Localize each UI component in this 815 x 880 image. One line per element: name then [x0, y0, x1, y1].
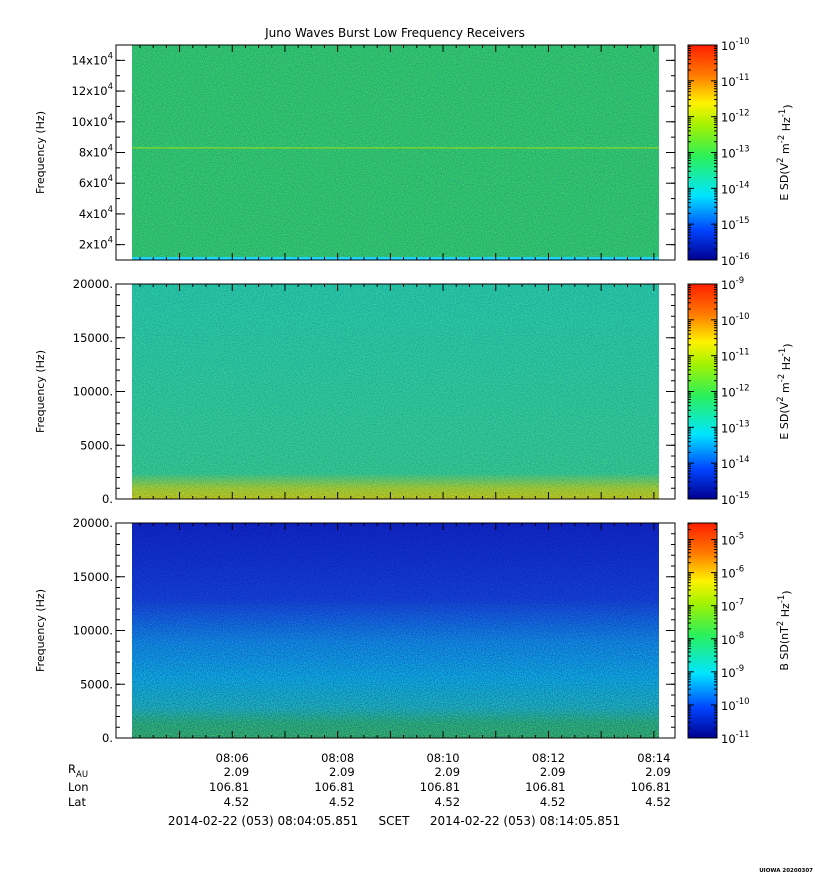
colorbar-tick-label: 10-7 [721, 598, 744, 614]
panel-middle: 0. 5000. 10000. 15000. 20000. Frequency (Hz) 1… [34, 276, 794, 507]
x-tick-label: 08:08 [321, 751, 354, 765]
x-tick-label: 08:06 [216, 751, 249, 765]
colorbar-label: E SD(V2 m-2 Hz-1) [776, 104, 794, 200]
colorbar-tick-label: 10-14 [721, 455, 750, 471]
colorbar-frame [687, 522, 718, 739]
colorbar-tick-label: 10-15 [721, 491, 750, 507]
ephemeris-row-label: RAU [68, 762, 88, 780]
y-tick-label: 0. [102, 492, 113, 506]
y-axis-label: Frequency (Hz) [34, 111, 47, 194]
colorbar-label: E SD(V2 m-2 Hz-1) [776, 343, 794, 439]
spectrogram-floor [132, 257, 659, 260]
credit-stamp: UIOWA 20200307 [759, 868, 813, 874]
colorbar-tick-label: 10-5 [721, 532, 744, 548]
ephemeris-value: 106.81 [209, 780, 249, 794]
ephemeris-value: 2.09 [329, 765, 355, 779]
y-tick-label: 15000. [73, 331, 113, 345]
colorbar-tick-label: 10-12 [721, 384, 750, 400]
ephemeris-value: 4.52 [434, 795, 460, 809]
y-tick-label: 8x104 [79, 144, 113, 160]
y-tick-label: 20000. [73, 516, 113, 530]
colorbar-tick-label: 10-9 [721, 276, 744, 292]
chart-title: Juno Waves Burst Low Frequency Receivers [264, 26, 525, 40]
ephemeris-value: 4.52 [540, 795, 566, 809]
ephemeris-row-label: Lon [68, 780, 89, 794]
ephemeris-value: 106.81 [420, 780, 460, 794]
colorbar-tick-label: 10-6 [721, 565, 744, 581]
ephemeris-value: 4.52 [224, 795, 250, 809]
colorbar-top: 10-10 10-11 10-12 10-13 10-14 10-15 10-16 E SD(… [687, 37, 794, 268]
x-tick-label: 08:14 [637, 751, 670, 765]
ephemeris-value: 106.81 [525, 780, 565, 794]
colorbar-tick-label: 10-15 [721, 216, 750, 232]
x-axis: 08:06 08:08 08:10 08:12 08:14 [216, 751, 671, 765]
panel-top: 2x104 4x104 6x104 8x104 10x104 12x104 14x104 Fr… [34, 37, 794, 268]
ephemeris-value: 2.09 [434, 765, 460, 779]
panel-bottom: 0. 5000. 10000. 15000. 20000. Frequency (Hz) 1… [34, 516, 793, 746]
colorbar-tick-label: 10-13 [721, 145, 750, 161]
y-tick-label: 10x104 [72, 113, 114, 129]
colorbar-tick-label: 10-13 [721, 419, 750, 435]
scet-end: 2014-02-22 (053) 08:14:05.851 [430, 814, 620, 828]
ephemeris-value: 4.52 [645, 795, 671, 809]
colorbar-tick-label: 10-10 [721, 697, 750, 713]
colorbar-tick-label: 10-10 [721, 312, 750, 328]
spectrogram-texture [132, 523, 659, 738]
spectrogram-texture [132, 45, 659, 260]
y-axis-label: Frequency (Hz) [34, 589, 47, 672]
y-tick-label: 0. [102, 731, 113, 745]
y-tick-label: 6x104 [79, 174, 113, 190]
colorbar-bottom: 10-5 10-6 10-7 10-8 10-9 10-10 10-11 B SD(nT2 H… [687, 522, 793, 746]
y-tick-label: 5000. [80, 677, 113, 691]
ephemeris-value: 106.81 [631, 780, 671, 794]
colorbar-middle: 10-9 10-10 10-11 10-12 10-13 10-14 10-15 E SD(V… [687, 276, 794, 507]
colorbar-tick-label: 10-16 [721, 252, 750, 268]
y-tick-label: 4x104 [79, 205, 113, 221]
x-tick-label: 08:10 [426, 751, 459, 765]
ephemeris-value: 2.09 [645, 765, 671, 779]
y-tick-label: 20000. [73, 277, 113, 291]
spectrogram-texture [132, 284, 659, 499]
ephemeris-value: 2.09 [540, 765, 566, 779]
colorbar-tick-label: 10-11 [721, 730, 750, 746]
ephemeris-value: 2.09 [224, 765, 250, 779]
y-tick-label: 2x104 [79, 236, 113, 252]
ephemeris-value: 106.81 [314, 780, 354, 794]
colorbar-tick-label: 10-12 [721, 109, 750, 125]
ephemeris-table: RAU 2.09 2.09 2.09 2.09 2.09 Lon 106.81 106.81 10… [68, 762, 671, 809]
x-tick-label: 08:12 [532, 751, 565, 765]
colorbar-label: B SD(nT2 Hz-1) [776, 590, 793, 670]
ephemeris-value: 4.52 [329, 795, 355, 809]
y-tick-label: 5000. [80, 438, 113, 452]
colorbar-tick-label: 10-8 [721, 631, 744, 647]
colorbar-tick-label: 10-14 [721, 180, 750, 196]
colorbar-tick-label: 10-11 [721, 73, 750, 89]
y-axis-label: Frequency (Hz) [34, 350, 47, 433]
colorbar-tick-label: 10-10 [721, 37, 750, 53]
colorbar-gradient [688, 523, 717, 738]
colorbar-tick-label: 10-9 [721, 664, 744, 680]
colorbar-tick-label: 10-11 [721, 348, 750, 364]
y-tick-label: 10000. [73, 385, 113, 399]
ephemeris-row-label: Lat [68, 795, 86, 809]
y-tick-label: 12x104 [72, 82, 114, 98]
y-tick-label: 15000. [73, 570, 113, 584]
y-tick-label: 10000. [73, 624, 113, 638]
panels: 2x104 4x104 6x104 8x104 10x104 12x104 14x104 Fr… [34, 37, 794, 746]
y-tick-label: 14x104 [72, 51, 114, 67]
scet-label: SCET [379, 814, 411, 828]
scet-start: 2014-02-22 (053) 08:04:05.851 [168, 814, 358, 828]
